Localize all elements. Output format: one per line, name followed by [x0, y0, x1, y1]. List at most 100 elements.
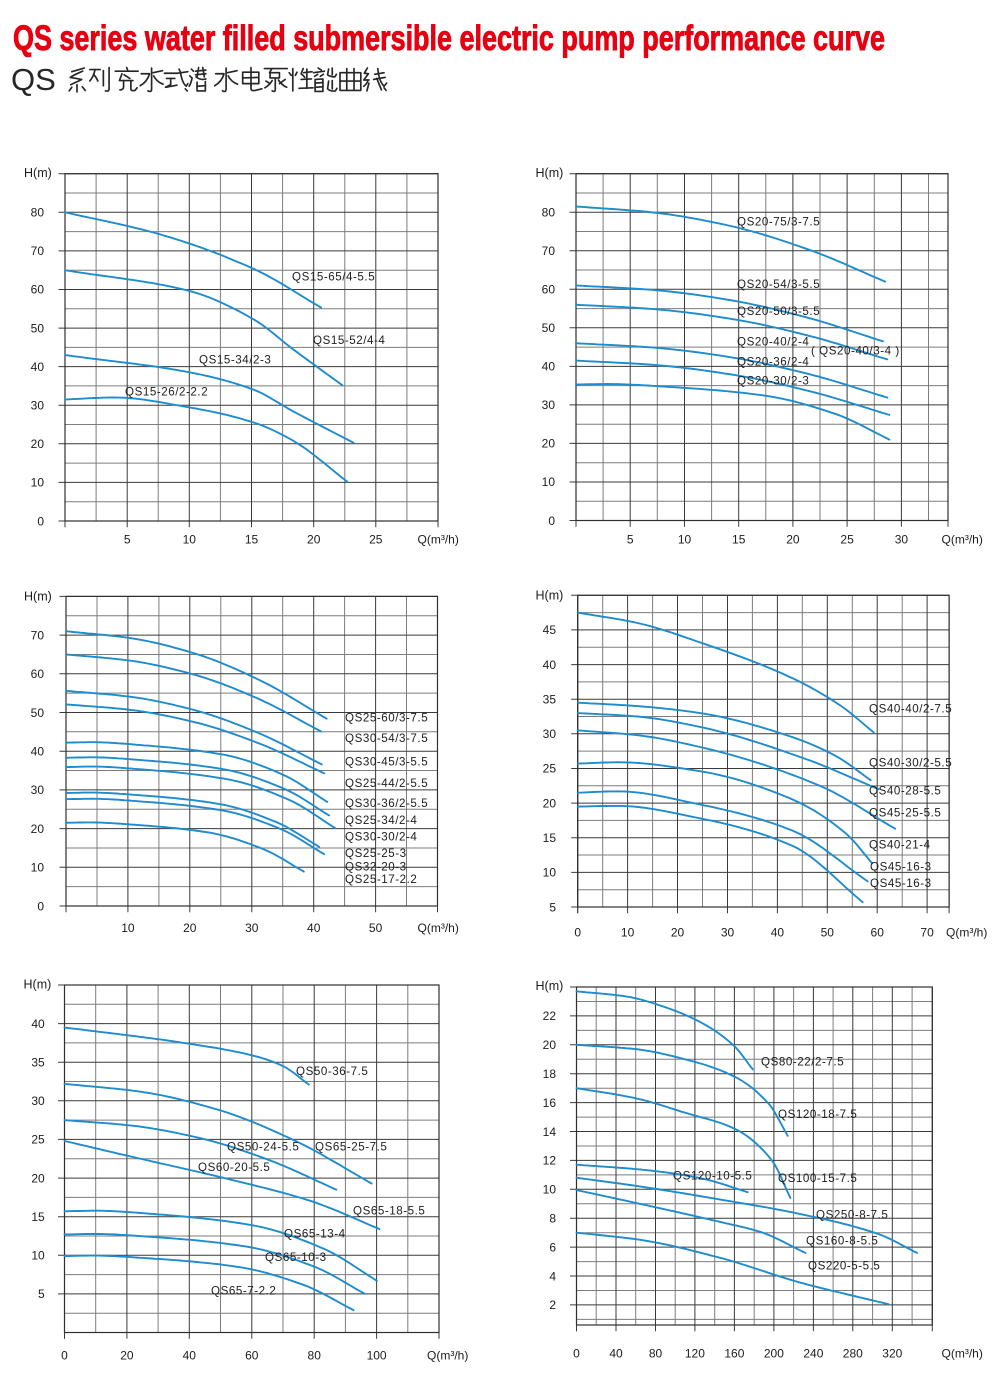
- svg-text:QS30-45/3-5.5: QS30-45/3-5.5: [345, 756, 428, 769]
- svg-text:QS65-10-3: QS65-10-3: [265, 1251, 327, 1264]
- svg-text:Q(m³/h): Q(m³/h): [418, 533, 459, 547]
- svg-text:QS32-20-3: QS32-20-3: [345, 860, 407, 873]
- svg-text:10: 10: [542, 475, 556, 489]
- svg-text:10: 10: [31, 1249, 45, 1263]
- svg-text:( QS20-40/3-4 ): ( QS20-40/3-4 ): [811, 344, 900, 357]
- svg-text:5: 5: [627, 533, 634, 547]
- svg-text:30: 30: [721, 926, 735, 940]
- svg-text:45: 45: [543, 623, 557, 637]
- svg-text:QS220-5-5.5: QS220-5-5.5: [808, 1260, 880, 1273]
- svg-text:QS25-17-2.2: QS25-17-2.2: [345, 873, 417, 886]
- svg-text:30: 30: [245, 921, 259, 935]
- svg-text:50: 50: [821, 926, 835, 940]
- svg-text:0: 0: [548, 514, 555, 528]
- svg-text:200: 200: [764, 1347, 784, 1361]
- svg-text:20: 20: [543, 1038, 557, 1052]
- svg-text:40: 40: [771, 926, 785, 940]
- svg-text:40: 40: [31, 360, 45, 374]
- svg-text:30: 30: [542, 398, 556, 412]
- svg-text:Q(m³/h): Q(m³/h): [942, 533, 983, 547]
- svg-text:QS65-13-4: QS65-13-4: [284, 1227, 346, 1240]
- svg-text:H(m): H(m): [536, 589, 564, 603]
- svg-text:40: 40: [307, 921, 321, 935]
- svg-text:12: 12: [543, 1154, 557, 1168]
- svg-text:20: 20: [307, 533, 321, 547]
- svg-text:QS50-24-5.5: QS50-24-5.5: [227, 1141, 299, 1154]
- svg-text:0: 0: [61, 1349, 68, 1363]
- svg-text:QS20-75/3-7.5: QS20-75/3-7.5: [737, 215, 820, 228]
- svg-text:QS100-15-7.5: QS100-15-7.5: [778, 1172, 857, 1185]
- svg-text:QS20-40/2-4: QS20-40/2-4: [737, 335, 809, 348]
- svg-text:QS40-28-5.5: QS40-28-5.5: [869, 785, 941, 798]
- svg-text:60: 60: [245, 1349, 259, 1363]
- svg-text:QS15-26/2-2.2: QS15-26/2-2.2: [125, 386, 208, 399]
- svg-text:10: 10: [621, 926, 635, 940]
- svg-text:Q(m³/h): Q(m³/h): [946, 926, 987, 940]
- svg-text:5: 5: [549, 900, 556, 914]
- svg-text:60: 60: [31, 667, 45, 681]
- svg-text:80: 80: [542, 206, 556, 220]
- svg-text:QS30-36/2-5.5: QS30-36/2-5.5: [345, 797, 428, 810]
- svg-text:70: 70: [542, 244, 556, 258]
- svg-text:QS40-21-4: QS40-21-4: [869, 839, 931, 852]
- svg-text:25: 25: [543, 762, 557, 776]
- svg-text:10: 10: [543, 1183, 557, 1197]
- svg-text:QS20-50/3-5.5: QS20-50/3-5.5: [737, 305, 820, 318]
- svg-text:120: 120: [685, 1347, 705, 1361]
- svg-text:H(m): H(m): [24, 590, 52, 604]
- svg-text:60: 60: [31, 283, 45, 297]
- svg-text:30: 30: [31, 1094, 45, 1108]
- svg-text:100: 100: [367, 1349, 387, 1363]
- svg-text:H(m): H(m): [536, 166, 564, 180]
- svg-text:4: 4: [549, 1269, 556, 1283]
- svg-text:QS series water filled submers: QS series water filled submersible elect…: [13, 18, 885, 58]
- svg-text:30: 30: [31, 399, 45, 413]
- svg-text:6: 6: [549, 1240, 556, 1254]
- svg-text:20: 20: [31, 1171, 45, 1185]
- svg-text:10: 10: [543, 866, 557, 880]
- svg-text:QS20-30/2-3: QS20-30/2-3: [737, 374, 809, 387]
- svg-text:QS25-34/2-4: QS25-34/2-4: [345, 814, 417, 827]
- svg-text:20: 20: [31, 437, 45, 451]
- svg-text:0: 0: [573, 1347, 580, 1361]
- svg-text:10: 10: [183, 533, 197, 547]
- svg-text:40: 40: [31, 745, 45, 759]
- svg-text:QS80-22/2-7.5: QS80-22/2-7.5: [761, 1056, 844, 1069]
- svg-text:QS25-60/3-7.5: QS25-60/3-7.5: [345, 711, 428, 724]
- svg-text:70: 70: [920, 926, 934, 940]
- svg-text:15: 15: [31, 1210, 45, 1224]
- svg-text:8: 8: [549, 1212, 556, 1226]
- svg-text:80: 80: [308, 1349, 322, 1363]
- svg-text:30: 30: [31, 783, 45, 797]
- svg-text:60: 60: [871, 926, 885, 940]
- svg-text:35: 35: [31, 1056, 45, 1070]
- svg-text:50: 50: [31, 321, 45, 335]
- svg-text:0: 0: [37, 899, 44, 913]
- svg-text:20: 20: [671, 926, 685, 940]
- svg-text:30: 30: [543, 727, 557, 741]
- svg-text:25: 25: [840, 533, 854, 547]
- svg-text:QS65-7-2.2: QS65-7-2.2: [211, 1285, 276, 1298]
- svg-text:QS20-54/3-5.5: QS20-54/3-5.5: [737, 278, 820, 291]
- svg-text:Q(m³/h): Q(m³/h): [942, 1347, 983, 1361]
- svg-text:20: 20: [31, 822, 45, 836]
- svg-text:QS30-54/3-7.5: QS30-54/3-7.5: [345, 732, 428, 745]
- svg-text:40: 40: [183, 1349, 197, 1363]
- svg-text:QS45-25-5.5: QS45-25-5.5: [869, 807, 941, 820]
- svg-text:5: 5: [38, 1287, 45, 1301]
- svg-text:280: 280: [843, 1347, 863, 1361]
- svg-text:0: 0: [574, 926, 581, 940]
- svg-text:25: 25: [31, 1133, 45, 1147]
- svg-text:22: 22: [543, 1009, 557, 1023]
- svg-text:50: 50: [31, 706, 45, 720]
- svg-text:H(m): H(m): [24, 166, 52, 180]
- svg-text:QS50-36-7.5: QS50-36-7.5: [296, 1065, 368, 1078]
- svg-text:15: 15: [245, 533, 259, 547]
- svg-text:20: 20: [183, 921, 197, 935]
- svg-text:20: 20: [786, 533, 800, 547]
- svg-text:50: 50: [369, 921, 383, 935]
- svg-text:14: 14: [543, 1125, 557, 1139]
- svg-text:QS120-18-7.5: QS120-18-7.5: [778, 1108, 857, 1121]
- svg-text:QS25-44/2-5.5: QS25-44/2-5.5: [345, 777, 428, 790]
- svg-text:70: 70: [31, 244, 45, 258]
